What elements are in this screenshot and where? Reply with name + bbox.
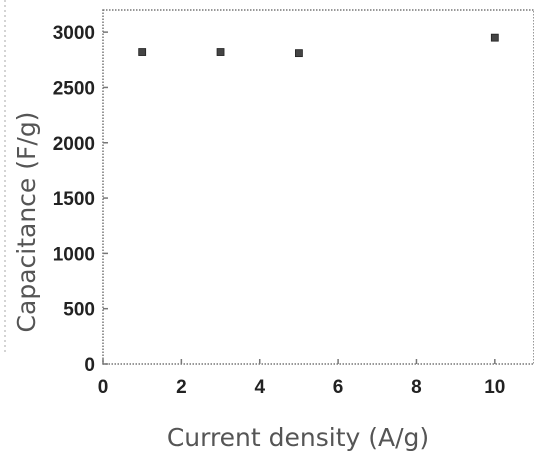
data-point [295,49,303,58]
y-tick-label: 500 [63,300,95,321]
plot-area-frame [102,9,534,365]
y-tick-label: 2500 [53,78,95,99]
y-tick-label: 1500 [53,189,95,210]
y-tick-label: 3000 [53,23,95,44]
x-tick-label: 0 [98,377,109,398]
axis-ticks [102,31,496,365]
x-tick-label: 4 [254,377,265,398]
x-tick-label: 8 [411,377,422,398]
x-tick-label: 10 [484,377,505,398]
y-tick-label: 0 [84,355,95,376]
x-tick-label: 6 [333,377,344,398]
y-axis-title: Capacitance (F/g) [12,112,41,333]
data-point [216,48,225,56]
data-point [138,48,147,56]
data-point [490,33,499,42]
y-tick-label: 2000 [53,134,95,155]
data-markers [138,33,499,58]
x-axis-title: Current density (A/g) [167,423,429,452]
y-tick-label: 1000 [53,244,95,265]
x-tick-label: 2 [176,377,187,398]
tick-labels: 0 500 1000 1500 2000 2500 3000 0 2 4 6 8 10 [53,23,506,398]
